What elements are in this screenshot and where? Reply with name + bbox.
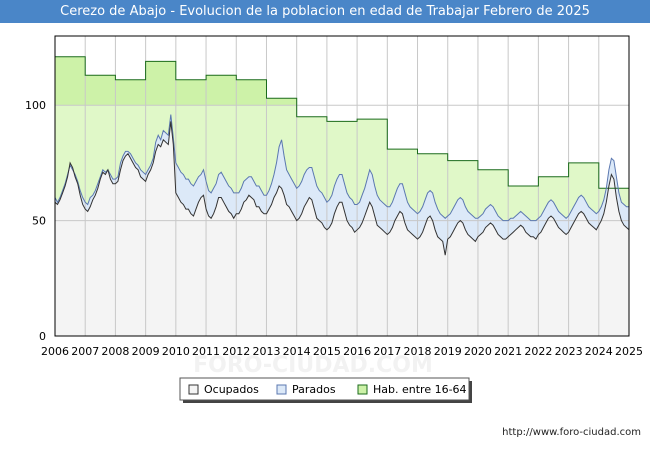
x-tick-label: 2018 [404, 345, 432, 358]
x-tick-label: 2024 [585, 345, 613, 358]
footer-url: http://www.foro-ciudad.com [502, 427, 641, 438]
legend-box [179, 377, 470, 401]
legend-swatch-hab [357, 384, 368, 395]
x-tick-label: 2009 [132, 345, 160, 358]
x-tick-label: 2006 [41, 345, 69, 358]
x-tick-label: 2021 [494, 345, 522, 358]
x-tick-label: 2020 [464, 345, 492, 358]
ocupados-layer [55, 121, 629, 337]
chart-title: Cerezo de Abajo - Evolucion de la poblac… [0, 0, 650, 23]
lines-layer [54, 56, 630, 256]
plot-border [54, 35, 630, 337]
x-tick-label: 2007 [71, 345, 99, 358]
x-tick-label: 2008 [101, 345, 129, 358]
ocupados-line [54, 121, 630, 256]
x-tick-label: 2012 [222, 345, 250, 358]
legend-label-hab: Hab. entre 16-64 [373, 383, 467, 396]
x-tick-label: 2014 [283, 345, 311, 358]
legend-swatch-parados [276, 384, 287, 395]
legend-label-ocupados: Ocupados [204, 383, 259, 396]
x-tick-label: 2011 [192, 345, 220, 358]
x-tick-label: 2010 [162, 345, 190, 358]
x-tick-label: 2017 [373, 345, 401, 358]
y-tick-label: 0 [39, 330, 46, 343]
legend-label-parados: Parados [292, 383, 336, 396]
y-tick-label: 100 [25, 99, 46, 112]
parados-line [54, 114, 629, 222]
watermark-text: FORO-CIUDAD.COM [193, 353, 433, 378]
legend: Ocupados Parados Hab. entre 16-64 [179, 377, 472, 403]
x-tick-label: 2015 [313, 345, 341, 358]
x-tick-label: 2022 [524, 345, 552, 358]
y-tick-label: 50 [32, 215, 46, 228]
axis-layer: 2006 2007 2008 2009 2010 2011 2012 2013 2014 2015… [25, 99, 643, 358]
x-tick-label: 2013 [252, 345, 280, 358]
x-tick-label: 2019 [434, 345, 462, 358]
x-tick-label: 2023 [555, 345, 583, 358]
x-tick-label: 2025 [615, 345, 643, 358]
hab-line [55, 56, 629, 189]
legend-swatch-ocupados [188, 384, 199, 395]
x-tick-label: 2016 [343, 345, 371, 358]
ocupados-area [55, 121, 629, 337]
